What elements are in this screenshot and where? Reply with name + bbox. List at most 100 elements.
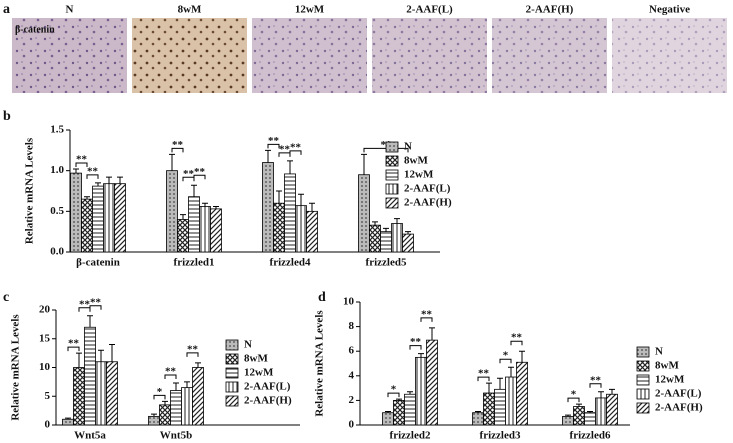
legend-label: N <box>244 339 252 351</box>
error-bar <box>169 153 175 171</box>
legend-label: 8wM <box>655 360 679 372</box>
legend-label: 2-AAF(L) <box>244 381 291 393</box>
legend-label: 12wM <box>244 367 274 379</box>
bar <box>181 387 193 426</box>
bar <box>415 356 427 426</box>
significance-bracket <box>477 376 490 382</box>
error-bar <box>180 214 186 220</box>
x-tick-label: frizzled3 <box>480 430 521 442</box>
bar <box>562 415 574 426</box>
bar <box>369 224 381 253</box>
significance-bracket <box>86 174 99 179</box>
bar <box>177 219 189 253</box>
y-tick-label: 2 <box>349 394 355 406</box>
y-tick-label: 4 <box>349 369 355 381</box>
y-tick-label: 8 <box>349 320 355 332</box>
error-bar <box>276 190 282 204</box>
error-bar <box>475 410 481 413</box>
significance-bracket <box>186 352 199 357</box>
error-bar <box>106 176 112 184</box>
error-bar <box>184 381 190 388</box>
error-bar <box>151 413 157 417</box>
significance-label: * <box>391 384 397 396</box>
significance-bracket <box>193 174 206 180</box>
bar <box>393 399 405 426</box>
error-bar <box>309 202 315 212</box>
legend-label: N <box>404 141 412 153</box>
x-tick-label: frizzled4 <box>270 257 311 269</box>
bar <box>103 183 115 253</box>
error-bar <box>405 231 411 235</box>
legend-swatch <box>385 183 399 195</box>
significance-bracket <box>67 346 80 352</box>
error-bar <box>98 349 104 362</box>
y-axis-label: Relative mRNA Levels <box>24 137 36 244</box>
bar <box>584 412 596 426</box>
legend-swatch <box>225 367 239 379</box>
significance-label: ** <box>172 139 184 151</box>
panel-label: d <box>318 290 326 305</box>
legend-swatch <box>385 155 399 167</box>
significance-label: ** <box>76 154 88 166</box>
significance-bracket <box>89 305 102 310</box>
legend-swatch <box>636 402 650 414</box>
image-row <box>12 18 727 93</box>
legend-swatch <box>225 395 239 407</box>
bar <box>73 367 85 426</box>
y-tick-label: 1.5 <box>50 124 64 136</box>
x-tick-label: frizzled6 <box>570 430 611 442</box>
error-bar <box>173 382 179 391</box>
error-bar <box>508 366 514 378</box>
legend-label: 8wM <box>244 353 268 365</box>
error-bar <box>298 193 304 206</box>
error-bar <box>73 168 79 174</box>
micrograph <box>612 18 727 93</box>
y-axis-label: Relative mRNA Levels <box>10 314 22 421</box>
error-bar <box>95 182 101 187</box>
error-bar <box>418 353 424 358</box>
error-bar <box>383 227 389 232</box>
micrograph <box>132 18 247 93</box>
significance-label: ** <box>590 374 602 386</box>
legend-label: N <box>655 346 663 358</box>
error-bar <box>191 184 197 197</box>
bar <box>106 361 118 426</box>
bar <box>595 397 607 426</box>
panel-label: b <box>3 109 11 124</box>
error-bar <box>486 382 492 394</box>
legend-label: 2-AAF(L) <box>655 388 702 400</box>
significance-bracket <box>409 345 422 350</box>
error-bar <box>396 398 402 401</box>
bar <box>273 202 285 253</box>
bar <box>295 205 307 253</box>
significance-label: ** <box>165 366 177 378</box>
bar <box>380 231 392 253</box>
significance-label: ** <box>87 165 99 177</box>
significance-label: ** <box>478 368 490 380</box>
panel-label: a <box>3 2 10 17</box>
significance-bracket <box>171 147 184 153</box>
significance-bracket <box>164 374 177 380</box>
y-tick-label: 0 <box>349 419 355 431</box>
column-label: 2-AAF(H) <box>526 4 574 16</box>
significance-label: ** <box>290 141 302 153</box>
bar <box>402 233 414 253</box>
y-tick-label: 5 <box>45 390 51 402</box>
bar <box>382 412 394 426</box>
legend-swatch <box>385 197 399 209</box>
x-tick-label: Wnt5a <box>74 430 106 442</box>
bar <box>92 185 104 253</box>
error-bar <box>429 327 435 341</box>
error-bar <box>84 196 90 200</box>
legend-swatch <box>636 360 650 372</box>
significance-label: ** <box>79 298 91 310</box>
significance-label: * <box>503 350 509 362</box>
error-bar <box>213 205 219 209</box>
legend-label: 2-AAF(H) <box>655 402 703 414</box>
significance-bracket <box>278 152 291 157</box>
legend-label: 2-AAF(L) <box>404 183 451 195</box>
error-bar <box>287 160 293 174</box>
micrograph <box>12 18 127 93</box>
bar <box>358 174 370 253</box>
bar <box>306 210 318 253</box>
